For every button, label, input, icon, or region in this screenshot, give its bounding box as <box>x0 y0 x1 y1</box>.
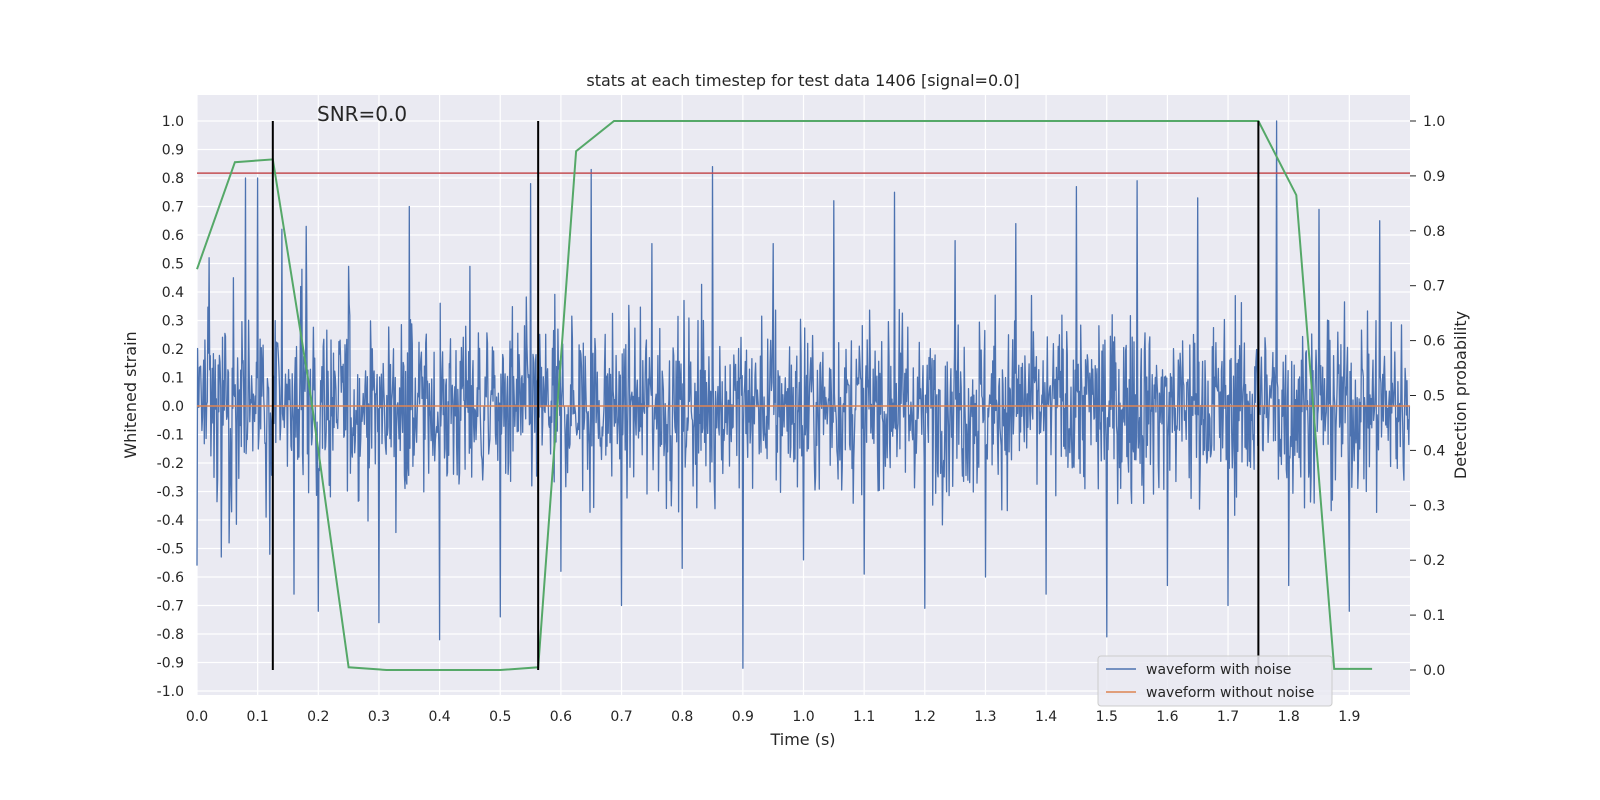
y2-tick-label: 0.5 <box>1423 389 1445 405</box>
x-tick-label: 1.1 <box>853 709 875 725</box>
x-tick-label: 1.6 <box>1156 709 1178 725</box>
y-tick-label: -0.4 <box>157 513 184 529</box>
y2-tick-label: 1.0 <box>1423 114 1445 130</box>
y-tick-label: -0.6 <box>157 570 184 586</box>
x-tick-label: 0.6 <box>550 709 572 725</box>
y-tick-label: 0.0 <box>162 399 184 415</box>
snr-annotation: SNR=0.0 <box>317 102 407 126</box>
y-tick-label: 0.3 <box>162 314 184 330</box>
y-tick-label: -0.8 <box>157 627 184 643</box>
y-tick-label: 0.9 <box>162 143 184 159</box>
series-detection-probability <box>196 120 1373 671</box>
series-waveform-with-noise <box>196 120 1411 669</box>
y2-tick-label: 0.7 <box>1423 279 1445 295</box>
y-tick-label: -0.2 <box>157 456 184 472</box>
detection-probability-line <box>196 120 1373 671</box>
y-tick-label: 1.0 <box>162 114 184 130</box>
y-tick-label: -0.3 <box>157 485 184 501</box>
y-tick-label: 0.2 <box>162 342 184 358</box>
legend-label-noise: waveform with noise <box>1146 662 1291 678</box>
x-tick-label: 1.3 <box>974 709 996 725</box>
y-tick-label: -0.1 <box>157 428 184 444</box>
x-tick-label: 0.0 <box>186 709 208 725</box>
x-tick-label: 0.9 <box>732 709 754 725</box>
y2-tick-label: 0.2 <box>1423 553 1445 569</box>
y-tick-label: -0.5 <box>157 542 184 558</box>
y-tick-label: 0.1 <box>162 371 184 387</box>
y2-tick-label: 0.4 <box>1423 443 1445 459</box>
y-tick-label: 0.5 <box>162 257 184 273</box>
y-tick-label: 0.6 <box>162 228 184 244</box>
x-tick-label: 0.7 <box>610 709 632 725</box>
legend-label-clean: waveform without noise <box>1146 685 1314 701</box>
y2-tick-label: 0.0 <box>1423 663 1445 679</box>
x-tick-label: 0.4 <box>428 709 450 725</box>
x-tick-label: 0.1 <box>247 709 269 725</box>
y-tick-label: -1.0 <box>157 684 184 700</box>
y2-axis-ticks: 1.0 0.9 0.8 0.7 0.6 0.5 0.4 0.3 0.2 0.1 0.0 <box>1410 114 1445 679</box>
x-tick-label: 0.3 <box>368 709 390 725</box>
waveform-with-noise-line <box>196 120 1411 669</box>
x-tick-label: 0.5 <box>489 709 511 725</box>
x-tick-label: 1.0 <box>792 709 814 725</box>
y-tick-label: -0.7 <box>157 599 184 615</box>
y-tick-label: -0.9 <box>157 656 184 672</box>
y2-tick-label: 0.9 <box>1423 169 1445 185</box>
x-tick-label: 1.9 <box>1338 709 1360 725</box>
y2-tick-label: 0.3 <box>1423 498 1445 514</box>
y2-tick-label: 0.6 <box>1423 334 1445 350</box>
x-axis-ticks: 0.0 0.1 0.2 0.3 0.4 0.5 0.6 0.7 0.8 0.9 1.0 1.1 1.2 1… <box>186 709 1361 725</box>
x-axis-label: Time (s) <box>769 730 835 749</box>
x-tick-label: 1.4 <box>1035 709 1057 725</box>
y-tick-label: 0.4 <box>162 285 184 301</box>
y-axis-label: Whitened strain <box>121 331 140 458</box>
x-tick-label: 0.2 <box>307 709 329 725</box>
x-tick-label: 1.7 <box>1217 709 1239 725</box>
chart-title: stats at each timestep for test data 140… <box>586 71 1019 90</box>
y2-tick-label: 0.1 <box>1423 608 1445 624</box>
y2-tick-label: 0.8 <box>1423 224 1445 240</box>
event-markers <box>271 121 1260 670</box>
x-tick-label: 1.5 <box>1096 709 1118 725</box>
y-tick-label: 0.8 <box>162 171 184 187</box>
y-tick-label: 0.7 <box>162 200 184 216</box>
legend: waveform with noise waveform without noi… <box>1097 655 1333 707</box>
legend-box <box>1097 655 1333 707</box>
x-tick-label: 1.2 <box>914 709 936 725</box>
y2-axis-label: Detection probability <box>1451 311 1470 479</box>
x-tick-label: 1.8 <box>1278 709 1300 725</box>
x-tick-label: 0.8 <box>671 709 693 725</box>
y-axis-ticks: 1.0 0.9 0.8 0.7 0.6 0.5 0.4 0.3 0.2 0.1 0.0 -0.1 -0.… <box>157 114 184 700</box>
